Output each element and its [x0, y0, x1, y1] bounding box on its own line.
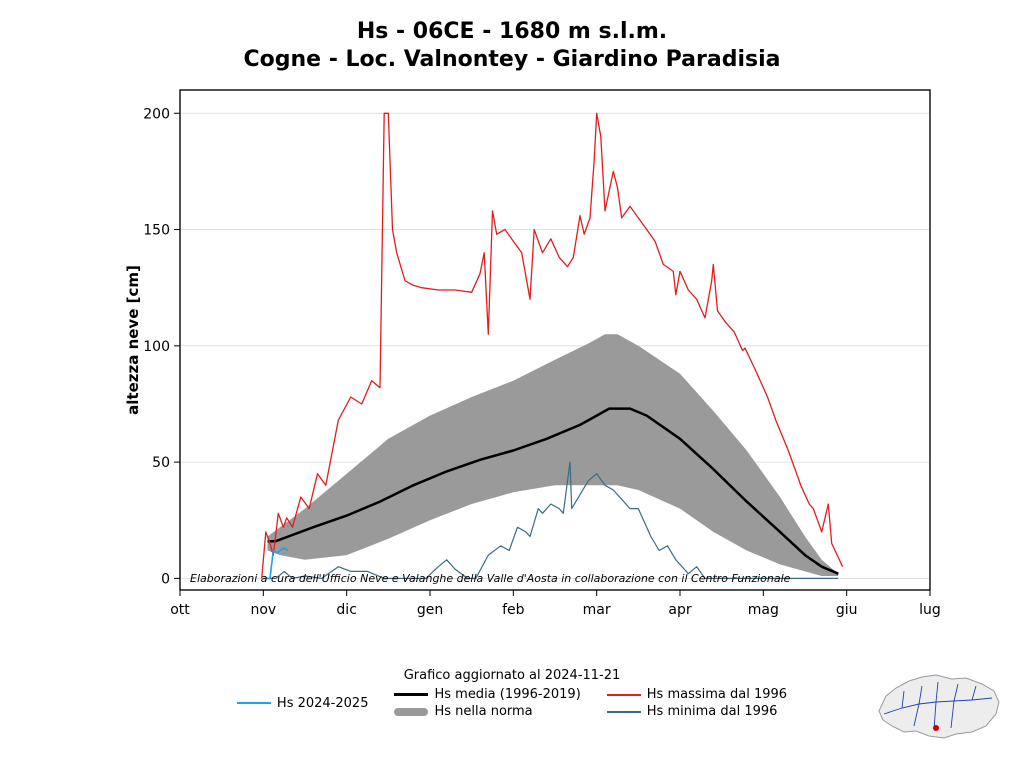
svg-text:0: 0 [161, 571, 170, 587]
legend-band-label: Hs nella norma [434, 704, 532, 719]
svg-text:mag: mag [748, 602, 779, 618]
map-station-dot [933, 725, 939, 731]
legend-max-label: Hs massima dal 1996 [647, 687, 787, 702]
legend-current: Hs 2024-2025 [237, 696, 369, 711]
swatch-current [237, 702, 271, 704]
svg-text:gen: gen [417, 602, 443, 618]
chart-title-block: Hs - 06CE - 1680 m s.l.m. Cogne - Loc. V… [0, 0, 1024, 73]
svg-text:mar: mar [583, 602, 611, 618]
swatch-band [394, 708, 428, 716]
legend-mean-label: Hs media (1996-2019) [434, 687, 580, 702]
svg-text:giu: giu [836, 602, 858, 618]
title-line-2: Cogne - Loc. Valnontey - Giardino Paradi… [0, 46, 1024, 74]
svg-text:150: 150 [143, 223, 170, 239]
swatch-mean [394, 693, 428, 696]
mini-map-svg [874, 666, 1004, 746]
legend-update-text: Grafico aggiornato al 2024-11-21 [0, 668, 1024, 683]
svg-text:lug: lug [919, 602, 940, 618]
title-line-1: Hs - 06CE - 1680 m s.l.m. [0, 18, 1024, 46]
svg-text:dic: dic [336, 602, 356, 618]
svg-text:feb: feb [502, 602, 525, 618]
mini-map [874, 666, 1004, 746]
legend-min-label: Hs minima dal 1996 [647, 704, 778, 719]
svg-text:ott: ott [170, 602, 190, 618]
swatch-min [607, 711, 641, 713]
svg-text:apr: apr [668, 602, 691, 618]
legend-max-min: Hs massima dal 1996 Hs minima dal 1996 [607, 687, 787, 719]
svg-text:100: 100 [143, 339, 170, 355]
legend-mean-band: Hs media (1996-2019) Hs nella norma [394, 687, 580, 719]
legend-current-label: Hs 2024-2025 [277, 696, 369, 711]
legend-block: Grafico aggiornato al 2024-11-21 Hs 2024… [0, 668, 1024, 719]
chart-svg: 0 50 100 150 200 ott nov dic gen feb mar apr mag giu l… [120, 80, 940, 640]
svg-text:altezza neve [cm]: altezza neve [cm] [124, 265, 142, 415]
swatch-max [607, 694, 641, 696]
chart-area: 0 50 100 150 200 ott nov dic gen feb mar apr mag giu l… [120, 80, 940, 640]
svg-text:200: 200 [143, 106, 170, 122]
svg-text:50: 50 [152, 455, 170, 471]
map-outline [879, 675, 999, 738]
legend-row: Hs 2024-2025 Hs media (1996-2019) Hs nel… [0, 687, 1024, 719]
svg-text:Elaborazioni a cura dell'Uffic: Elaborazioni a cura dell'Ufficio Neve e … [190, 572, 791, 585]
svg-text:nov: nov [250, 602, 276, 618]
